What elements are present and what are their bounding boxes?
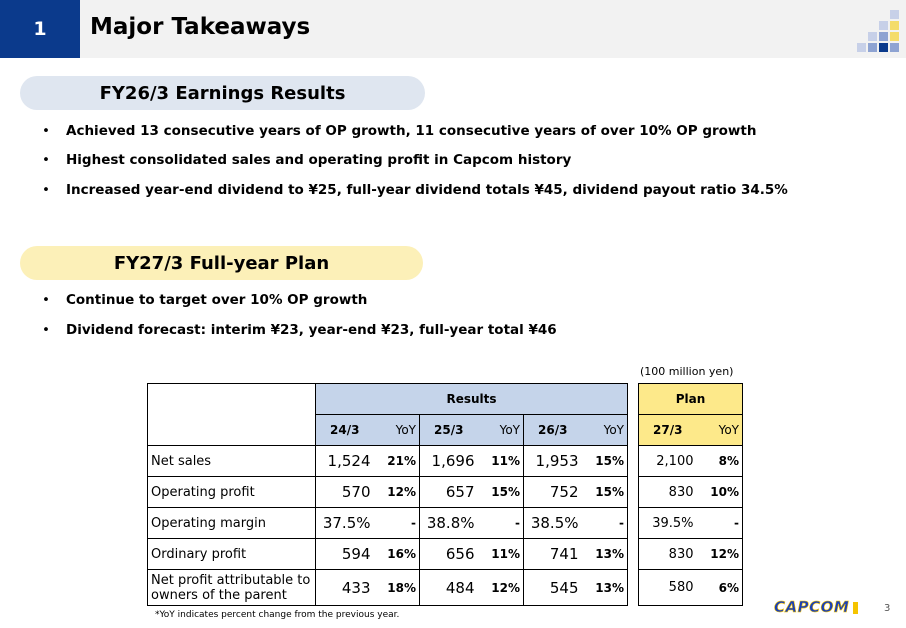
- yoy-header: YoY: [581, 414, 628, 446]
- row-label: Ordinary profit: [147, 538, 316, 570]
- yoy-cell: 15%: [581, 476, 628, 508]
- bullet-item: • Highest consolidated sales and operatin…: [42, 152, 572, 168]
- value-cell: 741: [523, 538, 582, 570]
- value-cell: 38.8%: [419, 507, 478, 539]
- value-cell: 570: [315, 476, 374, 508]
- unit-label: (100 million yen): [640, 365, 734, 378]
- bullet-item: • Dividend forecast: interim ¥23, year-en…: [42, 322, 557, 338]
- yoy-cell: 11%: [477, 538, 524, 570]
- value-cell: 484: [419, 569, 478, 606]
- plan-yoy-cell: 12%: [696, 538, 743, 570]
- yoy-header: YoY: [477, 414, 524, 446]
- table-row: Net sales 1,524 21% 1,696 11% 1,953 15% …: [147, 445, 743, 477]
- yoy-cell: 13%: [581, 538, 628, 570]
- table-row: Ordinary profit 594 16% 656 11% 741 13% …: [147, 538, 743, 570]
- table-footnote: *YoY indicates percent change from the p…: [155, 610, 400, 620]
- plan-value-cell: 580: [638, 569, 697, 606]
- bullet-text: Increased year-end dividend to ¥25, full…: [66, 182, 788, 198]
- page-number: 3: [884, 603, 891, 614]
- value-cell: 37.5%: [315, 507, 374, 539]
- yoy-cell: 16%: [373, 538, 420, 570]
- value-cell: 545: [523, 569, 582, 606]
- yoy-cell: 11%: [477, 445, 524, 477]
- value-cell: 433: [315, 569, 374, 606]
- table-row: Net profit attributable to owners of the…: [147, 569, 743, 606]
- yoy-header: YoY: [373, 414, 420, 446]
- table-corner: [147, 383, 316, 446]
- financial-table: Results Plan 24/3 YoY 25/3 YoY 26/3 YoY …: [147, 383, 743, 606]
- plan-header: Plan: [638, 383, 743, 415]
- bullet-text: Highest consolidated sales and operating…: [66, 152, 572, 168]
- section-number: 1: [0, 0, 80, 58]
- results-header: Results: [315, 383, 628, 415]
- value-cell: 752: [523, 476, 582, 508]
- value-cell: 1,524: [315, 445, 374, 477]
- bullet-text: Achieved 13 consecutive years of OP grow…: [66, 123, 757, 139]
- bullet-item: • Achieved 13 consecutive years of OP gro…: [42, 123, 757, 139]
- value-cell: 656: [419, 538, 478, 570]
- yoy-cell: 15%: [477, 476, 524, 508]
- table-row: Operating profit 570 12% 657 15% 752 15%…: [147, 476, 743, 508]
- capcom-logo: CAPCOM: [774, 598, 850, 617]
- year-header: 26/3: [523, 414, 582, 446]
- value-cell: 594: [315, 538, 374, 570]
- plan-value-cell: 39.5%: [638, 507, 697, 539]
- value-cell: 1,696: [419, 445, 478, 477]
- decorative-squares-icon: [855, 8, 901, 52]
- row-label: Operating margin: [147, 507, 316, 539]
- plan-yoy-cell: 6%: [696, 569, 743, 606]
- yoy-cell: 12%: [477, 569, 524, 606]
- year-header: 25/3: [419, 414, 478, 446]
- plan-value-cell: 830: [638, 538, 697, 570]
- section-heading-plan: FY27/3 Full-year Plan: [20, 246, 423, 280]
- header-bar: 1 Major Takeaways: [0, 0, 906, 58]
- yoy-cell: 21%: [373, 445, 420, 477]
- yoy-cell: -: [373, 507, 420, 539]
- bullet-text: Continue to target over 10% OP growth: [66, 292, 368, 308]
- bullet-item: • Continue to target over 10% OP growth: [42, 292, 368, 308]
- plan-value-cell: 2,100: [638, 445, 697, 477]
- year-header: 24/3: [315, 414, 374, 446]
- yoy-cell: -: [477, 507, 524, 539]
- year-header: 27/3: [638, 414, 697, 446]
- plan-yoy-cell: -: [696, 507, 743, 539]
- yoy-cell: 12%: [373, 476, 420, 508]
- value-cell: 1,953: [523, 445, 582, 477]
- value-cell: 38.5%: [523, 507, 582, 539]
- logo-accent-bar: [853, 602, 858, 614]
- plan-value-cell: 830: [638, 476, 697, 508]
- value-cell: 657: [419, 476, 478, 508]
- yoy-cell: 13%: [581, 569, 628, 606]
- yoy-cell: 15%: [581, 445, 628, 477]
- section-heading-earnings: FY26/3 Earnings Results: [20, 76, 425, 110]
- bullet-item: • Increased year-end dividend to ¥25, ful…: [42, 182, 788, 198]
- plan-yoy-cell: 10%: [696, 476, 743, 508]
- table-row: Operating margin 37.5% - 38.8% - 38.5% -…: [147, 507, 743, 539]
- row-label: Operating profit: [147, 476, 316, 508]
- yoy-cell: 18%: [373, 569, 420, 606]
- yoy-cell: -: [581, 507, 628, 539]
- bullet-text: Dividend forecast: interim ¥23, year-end…: [66, 322, 557, 338]
- plan-yoy-cell: 8%: [696, 445, 743, 477]
- yoy-header: YoY: [696, 414, 743, 446]
- row-label: Net sales: [147, 445, 316, 477]
- row-label: Net profit attributable to owners of the…: [147, 569, 316, 606]
- page-title: Major Takeaways: [90, 14, 311, 40]
